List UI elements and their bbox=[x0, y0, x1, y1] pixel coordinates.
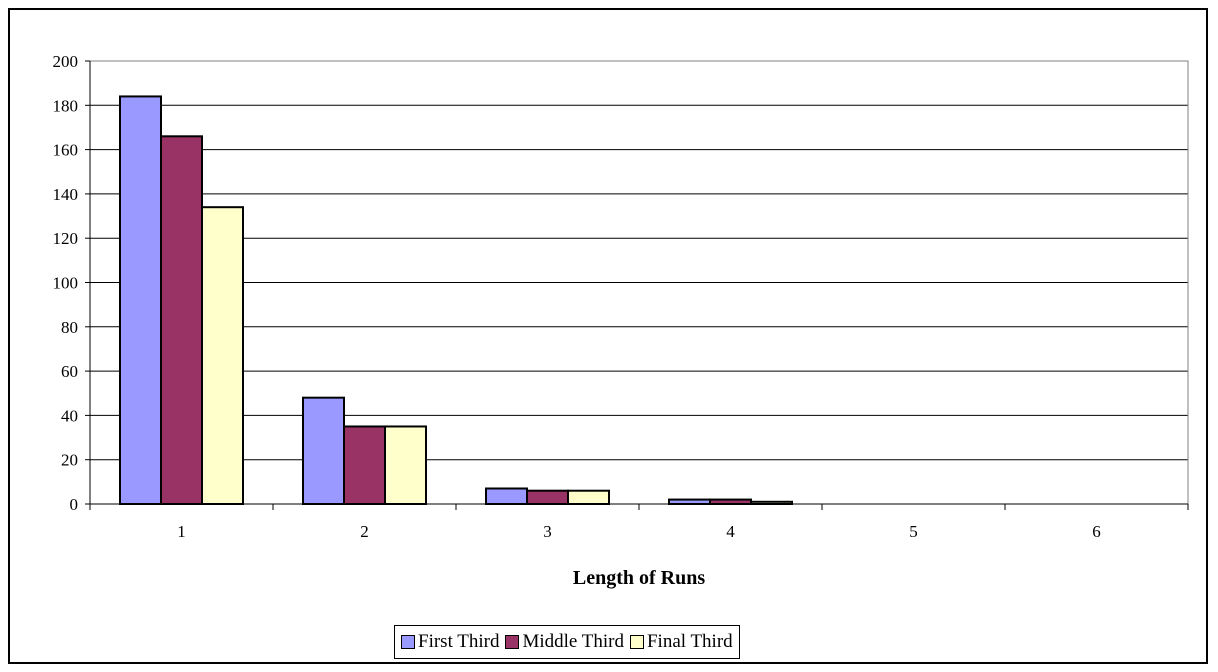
y-tick-label: 60 bbox=[61, 362, 78, 381]
bar bbox=[668, 498, 711, 506]
legend-entry: First Third bbox=[401, 631, 499, 653]
legend: First Third Middle Third Final Third bbox=[394, 625, 740, 659]
bar bbox=[384, 425, 427, 506]
x-axis: 1 2 3 4 5 6 bbox=[89, 503, 1189, 541]
bar bbox=[302, 396, 345, 505]
y-tick-label: 80 bbox=[61, 318, 78, 337]
bars bbox=[119, 95, 793, 506]
y-tick-label: 0 bbox=[70, 495, 79, 514]
x-axis-label: Length of Runs bbox=[573, 567, 705, 589]
y-tick-label: 120 bbox=[53, 229, 79, 248]
y-tick-label: 20 bbox=[61, 451, 78, 470]
y-axis: 0 20 40 60 80 100 120 140 160 180 200 bbox=[53, 52, 91, 514]
legend-entry: Middle Third bbox=[505, 631, 624, 653]
y-tick-label: 40 bbox=[61, 406, 78, 425]
legend-swatch bbox=[505, 635, 520, 649]
y-tick-label: 140 bbox=[53, 185, 79, 204]
bar bbox=[201, 206, 244, 505]
x-tick-label: 6 bbox=[1092, 522, 1101, 541]
x-tick-label: 5 bbox=[909, 522, 918, 541]
x-tick-label: 2 bbox=[360, 522, 369, 541]
gridlines bbox=[90, 60, 1188, 461]
y-tick-label: 100 bbox=[53, 274, 79, 293]
bar bbox=[567, 489, 610, 505]
x-tick-label: 4 bbox=[726, 522, 735, 541]
bar bbox=[750, 500, 793, 506]
bar bbox=[709, 498, 752, 506]
legend-entry: Final Third bbox=[629, 631, 733, 653]
x-tick-label: 1 bbox=[177, 522, 186, 541]
legend-swatch bbox=[629, 635, 644, 649]
legend-label: First Third bbox=[418, 631, 500, 652]
bar bbox=[343, 425, 386, 506]
bar bbox=[119, 95, 162, 505]
legend-label: Middle Third bbox=[522, 631, 624, 652]
y-tick-label: 180 bbox=[53, 96, 79, 115]
x-tick-label: 3 bbox=[543, 522, 552, 541]
bar bbox=[160, 135, 203, 505]
legend-swatch bbox=[401, 635, 415, 649]
y-tick-label: 200 bbox=[53, 52, 79, 71]
legend-label: Final Third bbox=[646, 631, 733, 652]
bar bbox=[526, 489, 569, 505]
y-tick-label: 160 bbox=[53, 141, 79, 160]
bar bbox=[485, 487, 528, 505]
